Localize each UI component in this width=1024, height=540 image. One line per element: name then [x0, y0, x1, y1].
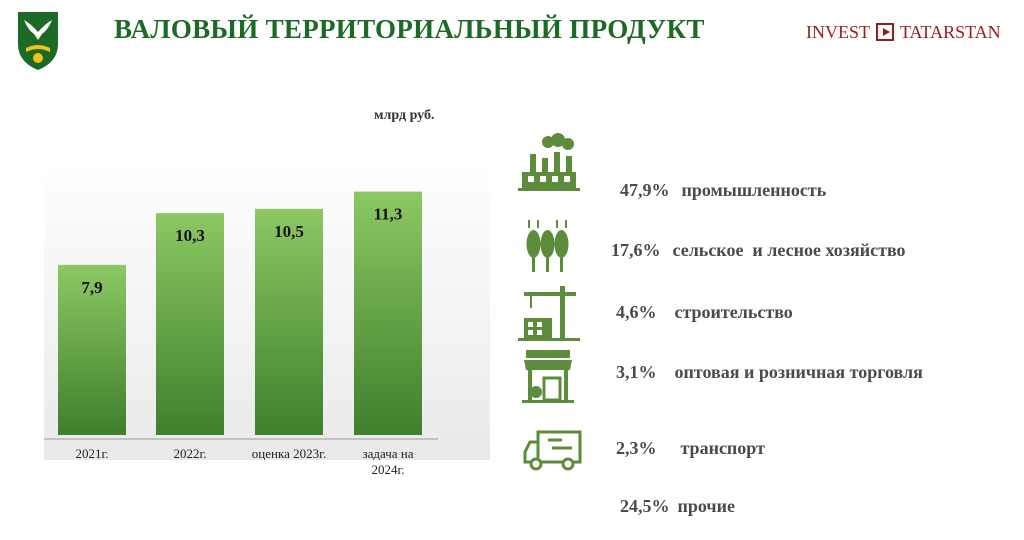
sector-transport-percent: 2,3% [616, 438, 657, 458]
bar-value-label-4: 11,3 [374, 205, 403, 224]
sector-agriculture-percent: 17,6% [611, 240, 661, 260]
brand-invest-text: INVEST [806, 21, 870, 42]
sector-agriculture [0, 216, 1024, 276]
x-tick-label-3: оценка 2023г. [252, 446, 326, 461]
chart-ticks: 2021г. 2022г. оценка 2023г. задача на 2024г. [75, 446, 413, 477]
sector-industry-percent: 47,9% [620, 180, 670, 200]
sector-agriculture-label: сельское и лесное хозяйство [672, 240, 906, 260]
truck-icon [523, 430, 582, 471]
sector-construction [0, 278, 1024, 341]
municipal-crest-icon [18, 12, 58, 70]
bar-2 [156, 213, 224, 435]
sector-transport [0, 418, 1024, 478]
chart-bars: 7,9 10,3 10,5 11,3 [58, 191, 422, 435]
bar-value-label-3: 10,5 [274, 222, 304, 241]
bar-3 [255, 208, 323, 435]
x-tick-label-1: 2021г. [75, 446, 108, 461]
wheat-icon [526, 220, 569, 272]
sector-construction-label: строительство [674, 302, 793, 322]
sector-construction-percent: 4,6% [616, 302, 657, 322]
sector-other-label: прочие [677, 496, 735, 516]
construction-crane-icon [518, 286, 580, 341]
page-title: ВАЛОВЫЙ ТЕРРИТОРИАЛЬНЫЙ ПРОДУКТ [114, 14, 705, 44]
sector-industry-label: промышленность [681, 180, 827, 200]
factory-icon [518, 133, 580, 191]
bar-value-label-2: 10,3 [175, 226, 205, 245]
chart-unit-label: млрд руб. [374, 108, 435, 123]
x-tick-label-4: задача на 2024г. [362, 446, 413, 477]
sector-agriculture-text: 17,6% сельское и лесное хозяйство [611, 240, 906, 261]
sector-transport-text: 2,3% транспорт [616, 438, 765, 459]
bar-1 [58, 264, 126, 435]
sector-trade-text: 3,1% оптовая и розничная торговля [616, 362, 923, 383]
sector-transport-label: транспорт [680, 438, 765, 458]
brand-tatarstan-text: TATARSTAN [900, 21, 1001, 42]
sector-trade-label: оптовая и розничная торговля [674, 362, 923, 382]
storefront-icon [522, 350, 574, 403]
x-tick-label-2: 2022г. [173, 446, 206, 461]
bar-4 [354, 191, 422, 435]
sector-industry [0, 130, 1024, 191]
play-icon [876, 23, 894, 41]
sector-trade-percent: 3,1% [616, 362, 657, 382]
brand-logo: INVEST TATARSTAN [806, 20, 1001, 44]
sector-other [0, 480, 1024, 540]
bar-value-label-1: 7,9 [81, 278, 102, 297]
sector-trade [0, 340, 1024, 403]
sector-construction-text: 4,6% строительство [616, 302, 793, 323]
sector-industry-text: 47,9% промышленность [620, 180, 826, 201]
sector-other-percent: 24,5% [620, 496, 670, 516]
sector-other-text: 24,5% прочие [620, 496, 735, 517]
